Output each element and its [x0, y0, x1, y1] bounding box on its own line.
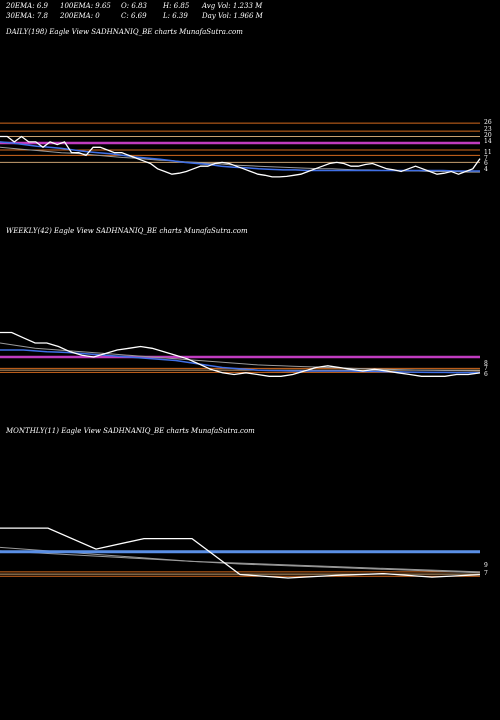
y-tick-label: 14 [484, 138, 492, 145]
header-high: H: 6.85 [162, 2, 190, 10]
header-avg-vol: Avg Vol: 1.233 M [201, 2, 263, 10]
y-tick-label: 8 [484, 360, 488, 367]
price-line [0, 135, 481, 178]
y-tick-label: 26 [484, 119, 492, 126]
y-tick-label: 11 [484, 149, 492, 156]
y-tick-label: 4 [484, 166, 488, 173]
price-line [0, 527, 481, 579]
y-tick-label: 9 [484, 562, 488, 569]
panel-title-weekly: WEEKLY(42) Eagle View SADHNANIQ_BE chart… [6, 227, 248, 235]
ema-gray-line [0, 342, 481, 372]
header-200ema: 200EMA: 0 [59, 12, 100, 20]
ema-blue-line [0, 349, 481, 374]
y-tick-label: 6 [484, 160, 488, 167]
y-tick-label: 23 [484, 126, 492, 133]
header-20ema: 20EMA: 6.9 [5, 2, 49, 10]
monthly-panel: 97 [0, 527, 488, 579]
price-line [0, 331, 481, 377]
panel-title-daily: DAILY(198) Eagle View SADHNANIQ_BE chart… [5, 28, 243, 36]
y-tick-label: 20 [484, 132, 492, 139]
y-tick-label: 7 [484, 155, 488, 162]
panel-title-monthly: MONTHLY(11) Eagle View SADHNANIQ_BE char… [5, 427, 255, 435]
y-tick-label: 7 [484, 365, 488, 372]
y-tick-label: 6 [484, 371, 488, 378]
y-tick-label: 7 [484, 570, 488, 577]
header-close: C: 6.69 [121, 12, 147, 20]
header-30ema: 30EMA: 7.8 [6, 12, 49, 20]
header-low: L: 6.39 [162, 12, 188, 20]
header-open: O: 6.83 [121, 2, 147, 10]
ema-gray-line-2 [0, 550, 481, 573]
header-day-vol: Day Vol: 1.966 M [201, 12, 264, 20]
weekly-panel: 876 [0, 331, 488, 378]
header-100ema: 100EMA: 9.65 [60, 2, 111, 10]
